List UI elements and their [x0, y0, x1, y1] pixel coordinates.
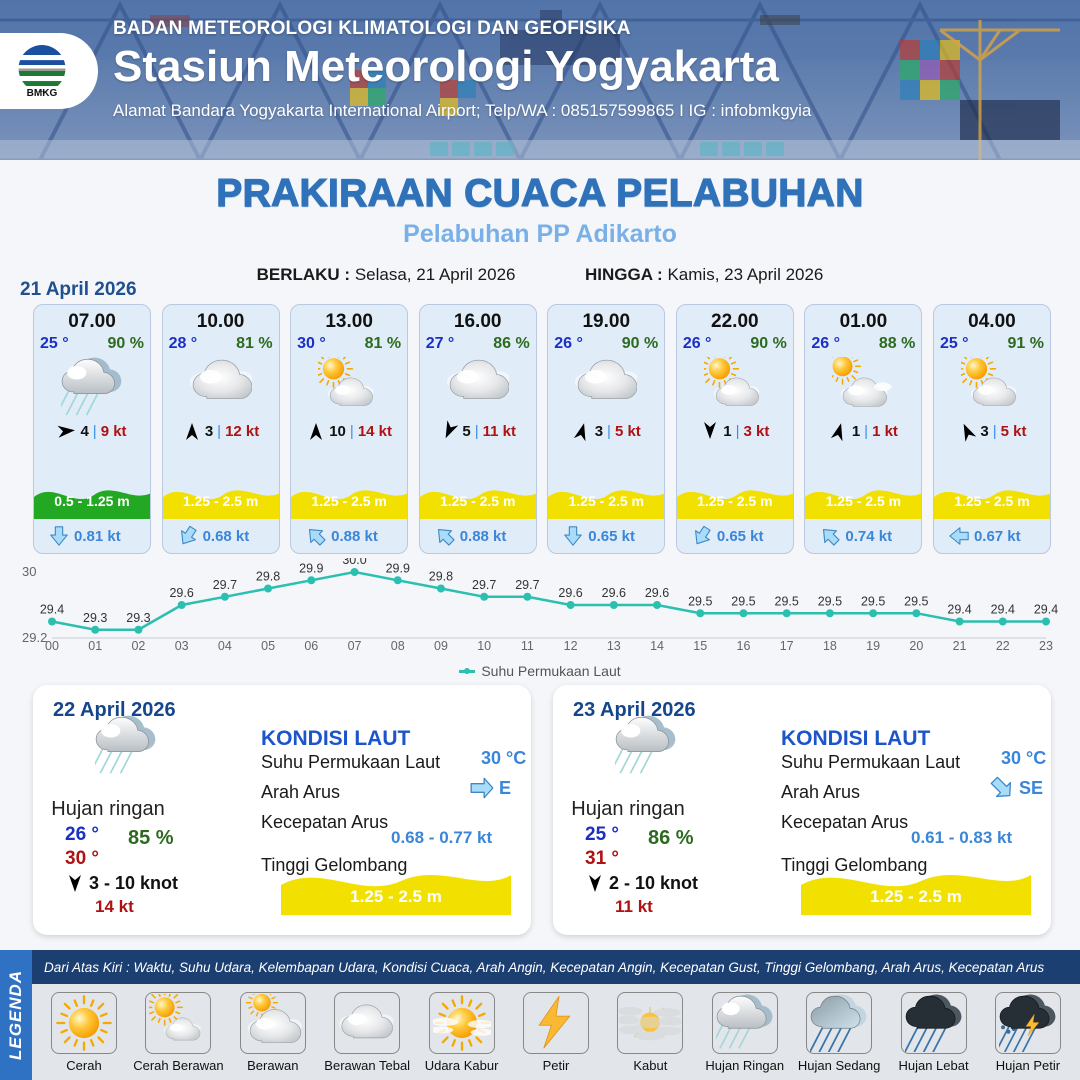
svg-text:02: 02	[131, 639, 145, 653]
svg-text:29.8: 29.8	[256, 570, 280, 584]
svg-text:21: 21	[953, 639, 967, 653]
svg-text:11: 11	[521, 639, 534, 653]
svg-text:29.3: 29.3	[83, 611, 107, 625]
svg-text:23: 23	[1039, 639, 1053, 653]
svg-text:29.6: 29.6	[169, 586, 193, 600]
svg-text:17: 17	[780, 639, 794, 653]
svg-text:08: 08	[391, 639, 405, 653]
svg-text:29.4: 29.4	[947, 603, 971, 617]
svg-text:19: 19	[866, 639, 880, 653]
svg-text:18: 18	[823, 639, 837, 653]
svg-text:05: 05	[261, 639, 275, 653]
svg-text:20: 20	[909, 639, 923, 653]
svg-text:29.6: 29.6	[645, 586, 669, 600]
svg-text:BMKG: BMKG	[27, 88, 58, 99]
svg-text:29.5: 29.5	[688, 594, 712, 608]
svg-text:06: 06	[304, 639, 318, 653]
svg-text:29.5: 29.5	[904, 594, 928, 608]
svg-text:03: 03	[175, 639, 189, 653]
svg-text:00: 00	[45, 639, 59, 653]
svg-text:01: 01	[88, 639, 102, 653]
svg-text:29.7: 29.7	[472, 578, 496, 592]
svg-text:16: 16	[737, 639, 751, 653]
svg-text:12: 12	[564, 639, 578, 653]
svg-text:29.4: 29.4	[1034, 603, 1058, 617]
svg-text:29.3: 29.3	[126, 611, 150, 625]
svg-text:29.9: 29.9	[299, 561, 323, 575]
svg-text:07: 07	[348, 639, 362, 653]
svg-text:30.0: 30.0	[342, 558, 366, 567]
svg-text:10: 10	[477, 639, 491, 653]
svg-text:13: 13	[607, 639, 621, 653]
svg-text:29.4: 29.4	[991, 603, 1015, 617]
svg-text:29.9: 29.9	[386, 561, 410, 575]
svg-text:29.5: 29.5	[861, 594, 885, 608]
svg-text:15: 15	[693, 639, 707, 653]
svg-text:09: 09	[434, 639, 448, 653]
svg-text:30: 30	[22, 564, 36, 579]
svg-text:04: 04	[218, 639, 232, 653]
svg-text:29.5: 29.5	[775, 594, 799, 608]
svg-text:29.5: 29.5	[731, 594, 755, 608]
svg-text:29.7: 29.7	[213, 578, 237, 592]
svg-text:29.5: 29.5	[818, 594, 842, 608]
svg-text:14: 14	[650, 639, 664, 653]
svg-text:29.7: 29.7	[515, 578, 539, 592]
svg-text:29.6: 29.6	[602, 586, 626, 600]
svg-text:29.4: 29.4	[40, 603, 64, 617]
svg-text:29.6: 29.6	[558, 586, 582, 600]
svg-text:22: 22	[996, 639, 1010, 653]
svg-text:29.8: 29.8	[429, 570, 453, 584]
svg-text:29.2: 29.2	[22, 630, 47, 645]
